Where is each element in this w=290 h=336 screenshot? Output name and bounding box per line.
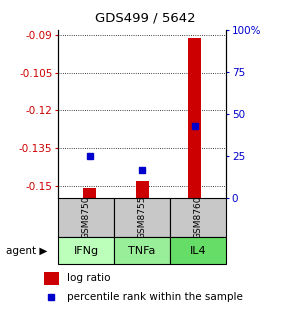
- Text: IL4: IL4: [190, 246, 206, 256]
- Bar: [114, 198, 170, 237]
- Text: GSM8760: GSM8760: [194, 196, 203, 239]
- Bar: [83, 188, 96, 198]
- Text: log ratio: log ratio: [67, 273, 110, 283]
- Text: GSM8755: GSM8755: [137, 196, 147, 239]
- Text: percentile rank within the sample: percentile rank within the sample: [67, 292, 243, 302]
- Bar: [58, 237, 114, 264]
- Text: agent ▶: agent ▶: [6, 246, 47, 256]
- Bar: [170, 237, 226, 264]
- Text: IFNg: IFNg: [73, 246, 99, 256]
- Bar: [170, 198, 226, 237]
- Bar: [135, 181, 149, 198]
- Bar: [44, 272, 59, 285]
- Text: GDS499 / 5642: GDS499 / 5642: [95, 12, 195, 25]
- Bar: [114, 237, 170, 264]
- Bar: [188, 38, 201, 198]
- Text: GSM8750: GSM8750: [81, 196, 90, 239]
- Bar: [58, 198, 114, 237]
- Text: TNFa: TNFa: [128, 246, 156, 256]
